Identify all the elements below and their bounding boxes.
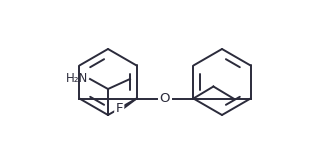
Text: H₂N: H₂N	[66, 73, 88, 85]
Text: F: F	[116, 102, 123, 115]
Text: O: O	[160, 92, 170, 105]
